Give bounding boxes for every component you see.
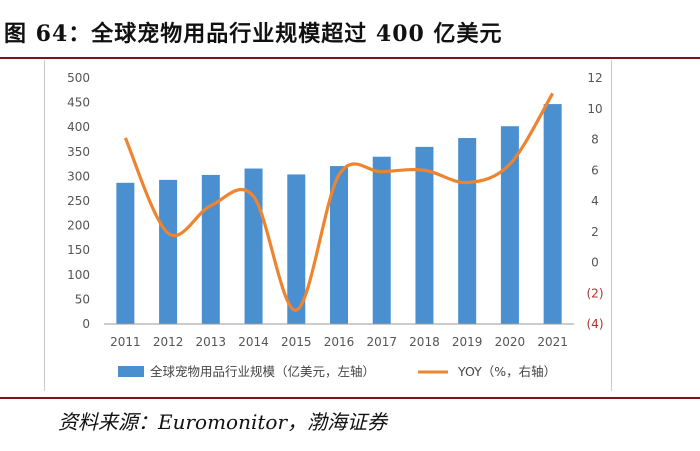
bar bbox=[372, 156, 391, 324]
right-tick-label: 12 bbox=[587, 71, 602, 85]
right-tick-label: 8 bbox=[591, 133, 599, 147]
left-tick-label: 100 bbox=[67, 268, 90, 282]
bar bbox=[201, 174, 220, 324]
top-divider bbox=[0, 57, 700, 59]
bar bbox=[500, 126, 519, 324]
x-tick-label: 2019 bbox=[452, 335, 483, 349]
bottom-divider bbox=[0, 397, 700, 399]
source-note: 资料来源：Euromonitor，渤海证券 bbox=[58, 410, 388, 434]
right-tick-label: 10 bbox=[587, 102, 602, 116]
left-tick-label: 300 bbox=[67, 169, 90, 183]
bar bbox=[458, 138, 477, 324]
chart-title: 图 64：全球宠物用品行业规模超过 400 亿美元 bbox=[4, 21, 503, 47]
left-tick-label: 0 bbox=[82, 317, 90, 331]
yoy-line bbox=[123, 92, 555, 312]
left-tick-label: 350 bbox=[67, 145, 90, 159]
left-axis-ticks: 0 50 100 150 200 250 300 350 400 450 500 bbox=[67, 71, 90, 331]
legend-line-label: YOY（%，右轴） bbox=[457, 364, 556, 379]
left-tick-label: 400 bbox=[67, 120, 90, 134]
line-series bbox=[123, 92, 555, 312]
right-tick-label: 2 bbox=[591, 225, 599, 239]
x-tick-label: 2011 bbox=[110, 335, 141, 349]
right-tick-label: 6 bbox=[591, 163, 599, 177]
bar bbox=[415, 146, 434, 324]
right-tick-label: 4 bbox=[591, 194, 599, 208]
left-tick-label: 250 bbox=[67, 194, 90, 208]
left-tick-label: 150 bbox=[67, 243, 90, 257]
chart-frame bbox=[44, 60, 612, 391]
legend: 全球宠物用品行业规模（亿美元，左轴） YOY（%，右轴） bbox=[118, 364, 556, 379]
right-axis-ticks: (4) (2) 0 2 4 6 8 10 12 bbox=[587, 71, 604, 331]
right-tick-label: (2) bbox=[587, 286, 604, 300]
left-tick-label: 200 bbox=[67, 219, 90, 233]
x-tick-label: 2014 bbox=[238, 335, 269, 349]
legend-bar-label: 全球宠物用品行业规模（亿美元，左轴） bbox=[150, 364, 375, 379]
x-tick-label: 2018 bbox=[409, 335, 440, 349]
legend-bar-swatch bbox=[118, 366, 144, 377]
x-tick-label: 2020 bbox=[495, 335, 526, 349]
x-tick-label: 2021 bbox=[537, 335, 568, 349]
left-tick-label: 500 bbox=[67, 71, 90, 85]
x-axis-ticks: 2011 2012 2013 2014 2015 2016 2017 2018 2019 2020… bbox=[110, 335, 568, 349]
x-tick-label: 2017 bbox=[366, 335, 397, 349]
right-tick-label: 0 bbox=[591, 256, 599, 270]
x-tick-label: 2016 bbox=[324, 335, 355, 349]
bar bbox=[159, 179, 178, 324]
x-tick-label: 2012 bbox=[153, 335, 184, 349]
left-tick-label: 50 bbox=[75, 292, 90, 306]
x-tick-label: 2015 bbox=[281, 335, 312, 349]
bar bbox=[116, 182, 135, 324]
bar-series bbox=[116, 104, 562, 325]
x-tick-label: 2013 bbox=[196, 335, 227, 349]
bar bbox=[287, 174, 306, 324]
bar bbox=[543, 104, 562, 325]
left-tick-label: 450 bbox=[67, 96, 90, 110]
bar bbox=[330, 166, 348, 324]
right-tick-label: (4) bbox=[587, 317, 604, 331]
